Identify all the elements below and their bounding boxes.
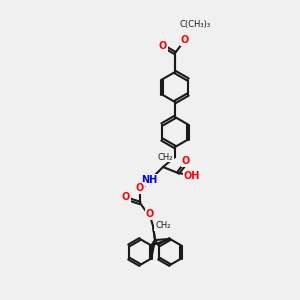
Text: NH: NH bbox=[141, 175, 157, 185]
Text: CH₂: CH₂ bbox=[158, 152, 173, 161]
Text: O: O bbox=[122, 192, 130, 202]
Text: CH₂: CH₂ bbox=[155, 221, 170, 230]
Text: O: O bbox=[146, 209, 154, 219]
Text: O: O bbox=[159, 41, 167, 51]
Text: OH: OH bbox=[184, 171, 200, 181]
Text: O: O bbox=[181, 35, 189, 45]
Text: C(CH₃)₃: C(CH₃)₃ bbox=[179, 20, 211, 29]
Text: O: O bbox=[136, 183, 144, 193]
Text: O: O bbox=[182, 156, 190, 166]
